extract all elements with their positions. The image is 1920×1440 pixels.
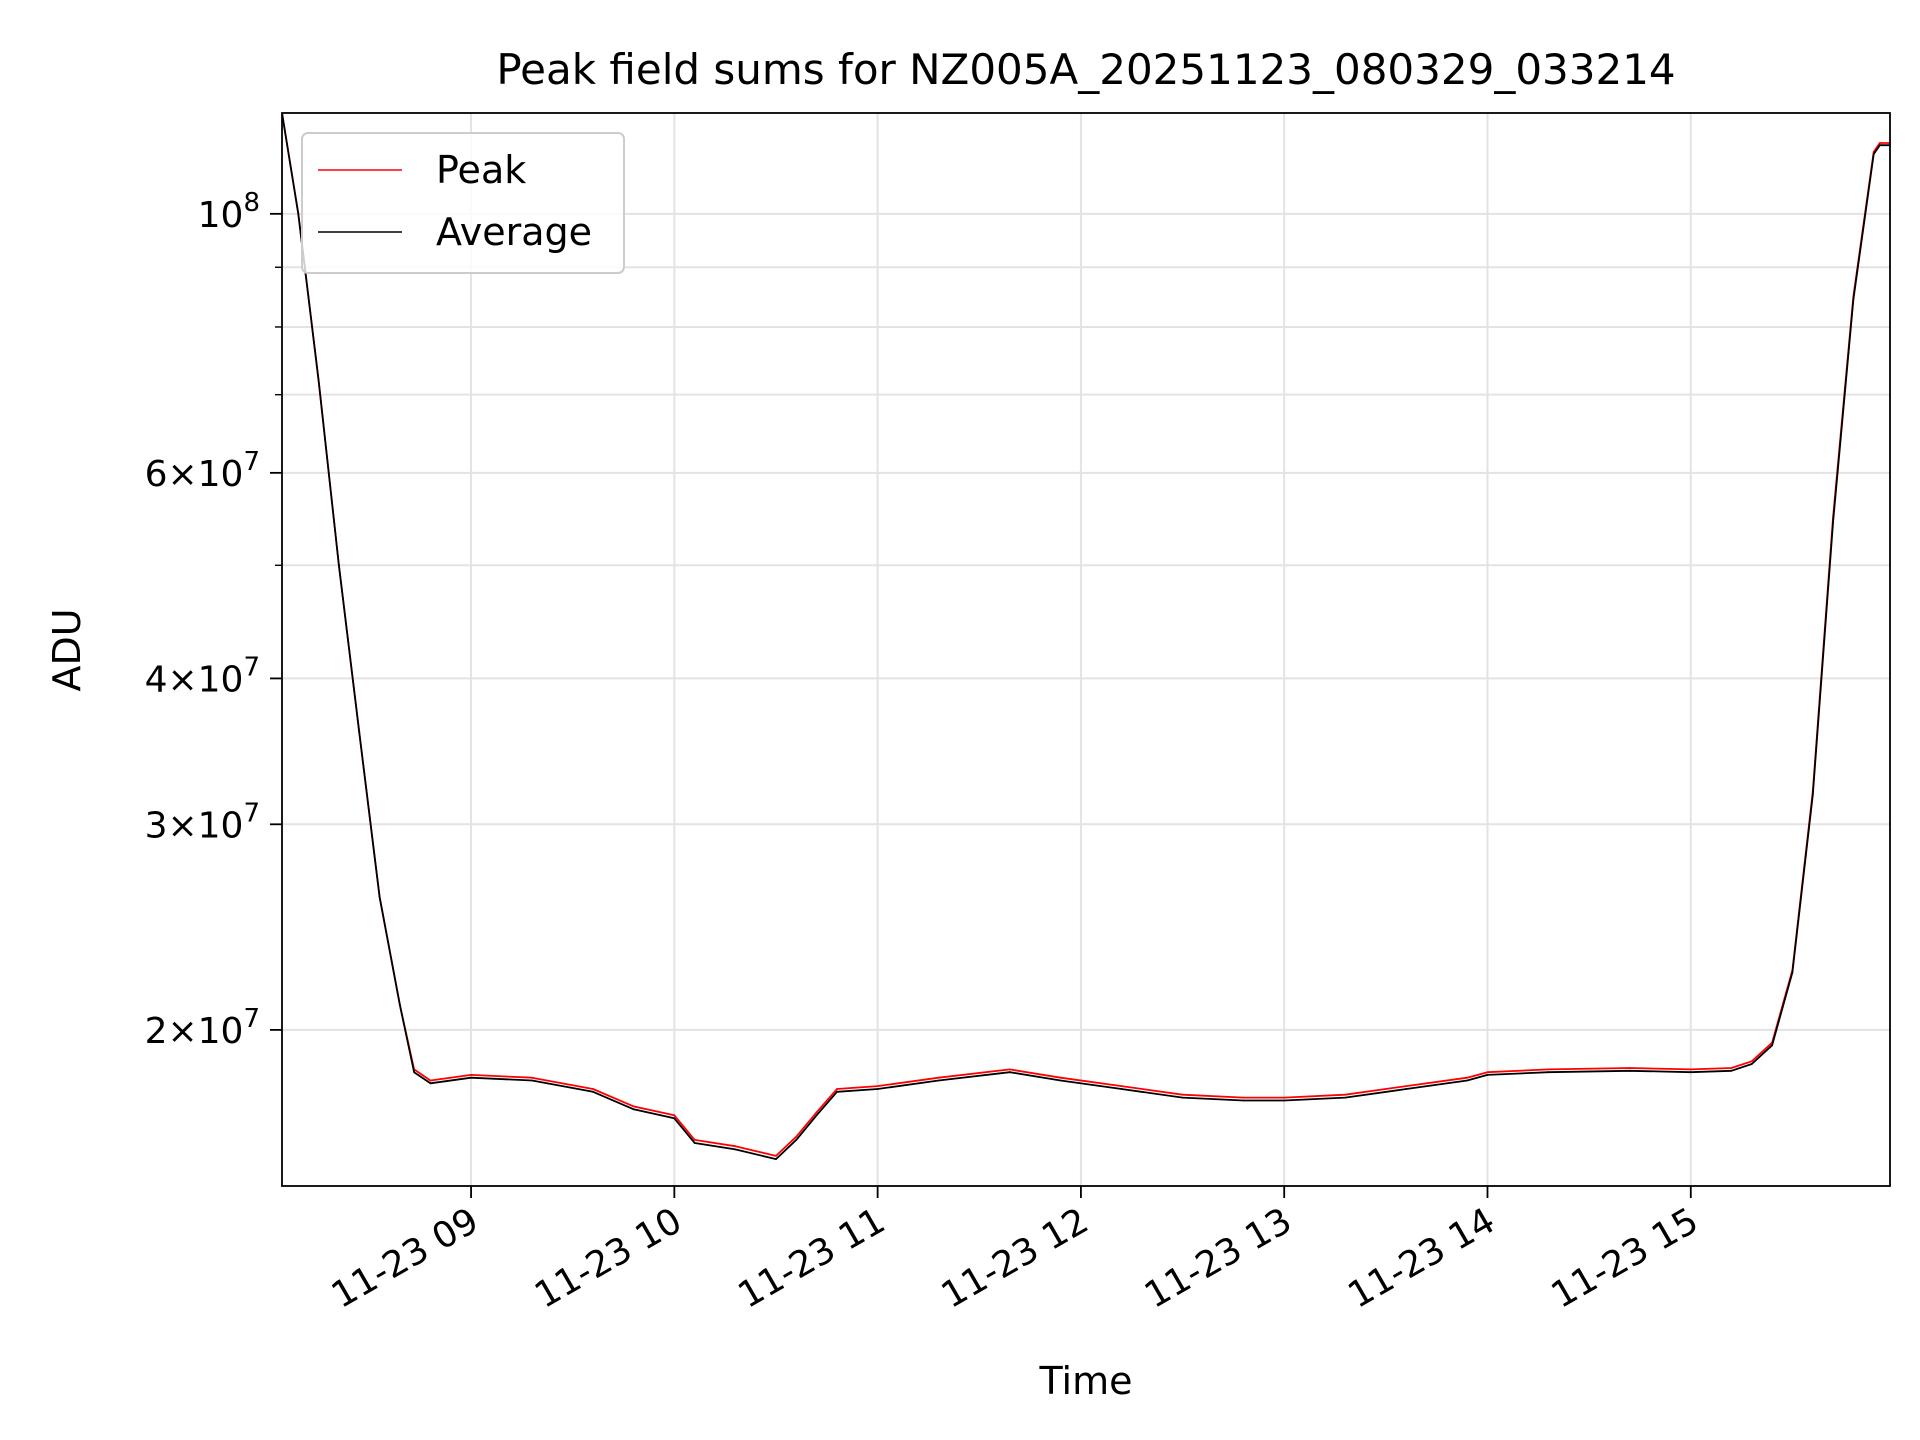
data-point xyxy=(693,1142,696,1144)
legend: Peak Average xyxy=(301,132,625,274)
data-point xyxy=(358,730,361,733)
data-point xyxy=(734,1148,737,1151)
data-point xyxy=(693,1138,696,1141)
data-point xyxy=(1283,1099,1286,1102)
data-point xyxy=(734,1145,737,1148)
data-point xyxy=(1120,1088,1123,1090)
data-point xyxy=(1242,1096,1245,1099)
data-point xyxy=(1547,1068,1550,1071)
series-layer xyxy=(282,113,1890,1161)
data-point xyxy=(1878,142,1881,144)
data-point xyxy=(1628,1069,1631,1072)
data-point xyxy=(1466,1079,1469,1082)
data-point xyxy=(1832,520,1834,523)
data-point xyxy=(1689,1071,1692,1074)
y-tick-label: 6×107 xyxy=(145,447,260,495)
data-point xyxy=(378,895,381,898)
data-point xyxy=(1872,153,1875,156)
data-point xyxy=(1344,1096,1347,1099)
data-point xyxy=(836,1090,838,1093)
data-point xyxy=(632,1105,635,1108)
y-axis: 2×107 3×107 4×107 6×107 108 xyxy=(145,188,282,1052)
data-point xyxy=(876,1085,879,1088)
plot-frame xyxy=(281,112,1891,1187)
data-point xyxy=(1750,1060,1753,1063)
data-point xyxy=(1486,1074,1489,1076)
data-point xyxy=(1008,1068,1011,1071)
data-point xyxy=(429,1079,432,1082)
y-tick-label: 4×107 xyxy=(145,652,260,700)
data-point xyxy=(1344,1093,1347,1096)
y-tick-label: 2×107 xyxy=(145,1004,260,1052)
data-point xyxy=(1405,1085,1408,1088)
data-point xyxy=(1791,971,1794,974)
data-point xyxy=(399,1004,401,1007)
data-point xyxy=(1689,1068,1692,1071)
data-point xyxy=(673,1117,676,1120)
data-point xyxy=(1242,1099,1245,1102)
data-point xyxy=(1730,1067,1733,1069)
data-point xyxy=(338,564,340,567)
data-point xyxy=(297,212,300,215)
data-point xyxy=(592,1088,594,1090)
data-point xyxy=(1181,1096,1184,1099)
data-point xyxy=(1811,793,1814,796)
data-point xyxy=(592,1090,594,1093)
data-point xyxy=(836,1088,838,1090)
data-point xyxy=(632,1108,635,1111)
data-point xyxy=(1008,1071,1011,1074)
data-point xyxy=(1852,298,1855,301)
data-point xyxy=(413,1071,416,1074)
data-point xyxy=(937,1079,940,1082)
legend-box xyxy=(301,132,625,274)
data-point xyxy=(1466,1076,1469,1079)
data-point xyxy=(531,1079,533,1082)
data-point xyxy=(795,1138,798,1141)
data-point xyxy=(1405,1088,1408,1090)
data-point xyxy=(1181,1093,1184,1096)
data-point xyxy=(1771,1044,1773,1047)
data-point xyxy=(1730,1069,1733,1072)
data-point xyxy=(1059,1076,1062,1079)
data-point xyxy=(1059,1079,1062,1082)
chart-title: Peak field sums for NZ005A_20251123_0803… xyxy=(496,45,1675,94)
data-point xyxy=(815,1111,818,1114)
data-point xyxy=(531,1076,533,1079)
data-point xyxy=(937,1076,940,1079)
data-point xyxy=(775,1154,777,1157)
data-point xyxy=(1547,1071,1550,1074)
data-point xyxy=(1486,1071,1489,1074)
data-point xyxy=(1120,1085,1123,1088)
data-point xyxy=(795,1135,798,1138)
data-point xyxy=(1628,1067,1631,1069)
data-point xyxy=(317,379,320,382)
x-axis-label: Time xyxy=(1039,1359,1133,1403)
data-point xyxy=(470,1076,472,1079)
y-tick-label: 108 xyxy=(198,188,260,236)
data-point xyxy=(876,1088,879,1090)
data-point xyxy=(775,1158,777,1161)
data-point xyxy=(815,1114,818,1117)
y-axis-label: ADU xyxy=(45,608,89,691)
data-point xyxy=(673,1114,676,1117)
data-point xyxy=(1750,1063,1753,1065)
data-point xyxy=(1283,1096,1286,1099)
data-point xyxy=(429,1082,432,1085)
data-point xyxy=(470,1074,472,1076)
legend-label-average: Average xyxy=(436,210,592,254)
legend-label-peak: Peak xyxy=(436,148,526,192)
data-point xyxy=(1878,144,1881,147)
y-tick-label: 3×107 xyxy=(145,798,260,846)
